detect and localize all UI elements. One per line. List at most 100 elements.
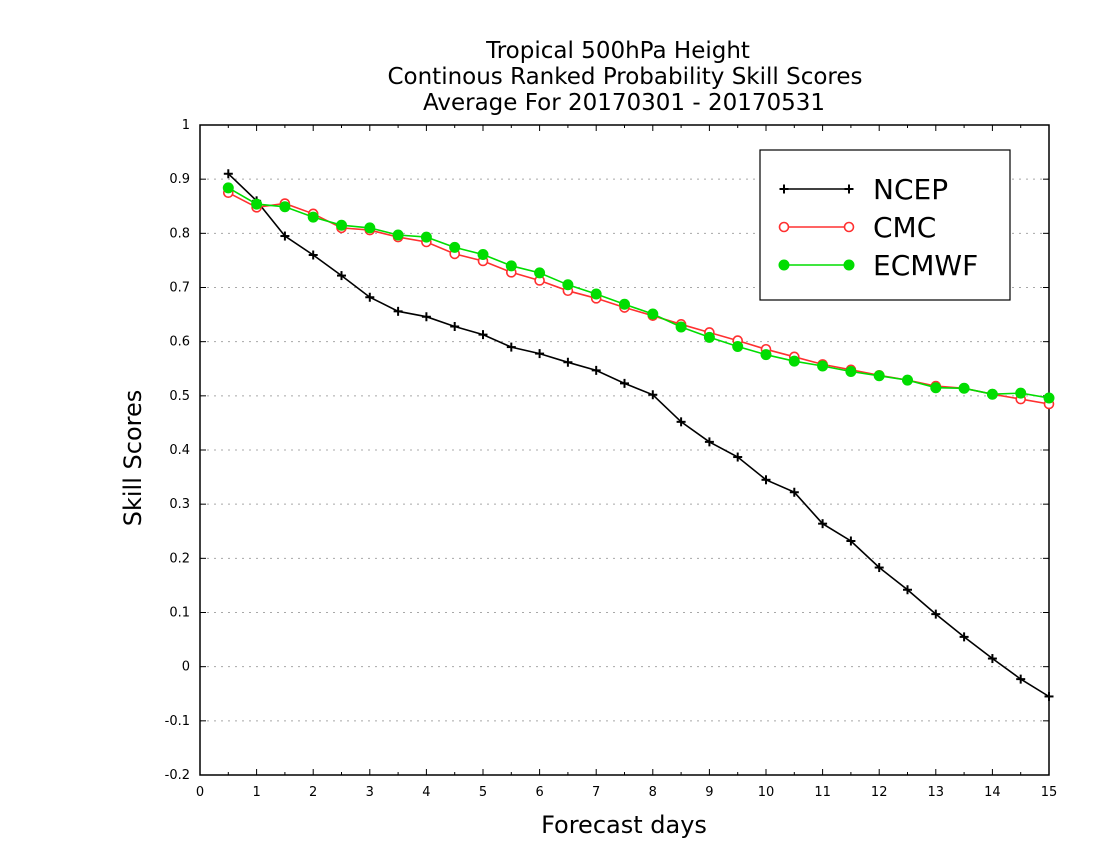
y-tick-label: 0.8 [169,226,190,241]
data-point-ecmwf [817,360,829,372]
data-point-ncep [535,349,545,359]
data-point-ncep [903,585,912,595]
data-point-ecmwf [364,222,376,234]
data-series [222,169,1055,701]
data-point-ncep [506,342,516,352]
data-point-ncep [620,378,629,388]
data-point-ncep [1044,691,1054,701]
data-point-ecmwf [279,201,291,213]
legend-marker-ecmwf [843,259,855,271]
data-point-ecmwf [1015,387,1027,399]
data-point-ncep [987,654,997,664]
x-tick-label: 2 [309,785,317,800]
legend-box [759,149,1011,301]
data-point-ecmwf [703,331,715,343]
x-tick-label: 6 [535,785,543,800]
data-point-ncep [874,563,884,573]
data-point-ecmwf [958,382,970,394]
legend-marker-cmc [843,221,855,233]
y-tick-label: 0.1 [169,606,190,621]
y-tick-label: 1 [182,118,190,133]
x-tick-label: 0 [196,785,204,800]
x-tick-label: 9 [705,785,713,800]
data-point-ecmwf [505,260,517,272]
chart-title-line-1: Tropical 500hPa Height [485,38,750,64]
legend-label-ncep: NCEP [873,173,948,206]
data-point-ncep [478,330,488,340]
x-tick-label: 8 [649,785,657,800]
y-tick-label: 0.3 [169,497,190,512]
data-point-ncep [846,536,856,546]
chart-title: Tropical 500hPa Height Continous Ranked … [387,38,862,116]
legend-item-cmc: CMC [778,211,936,244]
data-point-ecmwf [902,374,913,386]
y-tick-label: 0.7 [169,281,190,296]
x-tick-label: 13 [928,785,945,800]
chart-title-line-3: Average For 20170301 - 20170531 [423,90,825,116]
legend-marker-ncep [779,184,789,194]
x-axis-title: Forecast days [541,811,707,839]
data-point-ecmwf [675,321,687,333]
data-point-ncep [337,271,346,281]
series-line-ncep [227,173,1050,698]
data-point-ncep [761,475,771,485]
data-point-ecmwf [562,279,574,291]
x-tick-label: 15 [1041,785,1058,800]
y-tick-label: -0.1 [165,714,190,729]
x-tick-label: 14 [984,785,1001,800]
y-tick-label: 0.6 [169,335,190,350]
y-tick-label: 0.5 [169,389,190,404]
legend: NCEP CMC ECMWF [759,149,1011,301]
data-point-ecmwf [732,341,744,353]
data-point-ncep [959,632,969,642]
data-point-ecmwf [647,308,659,320]
legend-label-ecmwf: ECMWF [873,249,978,282]
data-point-ncep [931,609,941,619]
data-point-ncep [704,437,714,447]
data-point-ecmwf [760,349,772,361]
y-tick-label: 0.4 [169,443,190,458]
data-point-ncep [648,390,658,400]
data-point-ecmwf [222,182,234,194]
data-point-ncep [789,487,799,497]
x-tick-label: 11 [814,785,831,800]
series-ecmwf [222,182,1055,404]
data-point-ncep [450,322,460,331]
legend-marker-ecmwf [778,259,790,271]
data-point-ecmwf [873,370,885,382]
data-point-ncep [280,231,290,241]
data-point-ecmwf [590,288,602,300]
data-point-ncep [421,312,431,322]
data-point-ecmwf [986,388,998,400]
data-point-ecmwf [336,219,347,231]
data-point-ecmwf [845,365,857,377]
x-tick-label: 7 [592,785,600,800]
data-point-ncep [591,365,601,375]
data-point-ncep [563,357,573,367]
data-point-ncep [733,452,743,462]
y-tick-label: 0.9 [169,172,190,187]
x-tick-label: 3 [366,785,374,800]
data-point-ecmwf [307,211,319,223]
x-tick-label: 12 [871,785,888,800]
data-point-ncep [818,519,828,529]
data-point-ncep [365,292,375,302]
axis-ticks: -0.2-0.100.10.20.30.40.50.60.70.80.910 1 2… [165,118,1058,800]
x-tick-label: 10 [758,785,775,800]
y-axis-title: Skill Scores [119,390,147,527]
data-point-ecmwf [534,267,546,279]
legend-item-ecmwf: ECMWF [778,249,978,282]
legend-marker-ncep [844,184,854,194]
x-tick-label: 5 [479,785,487,800]
data-point-ncep [676,417,686,427]
y-tick-label: -0.2 [165,768,190,783]
data-point-ncep [393,306,403,316]
data-point-ncep [223,169,233,179]
y-tick-label: 0.2 [169,551,190,566]
data-point-ecmwf [1043,392,1055,404]
series-ncep [223,169,1054,701]
y-tick-label: 0 [182,660,190,675]
data-point-ecmwf [392,229,404,241]
data-point-ecmwf [930,382,942,394]
